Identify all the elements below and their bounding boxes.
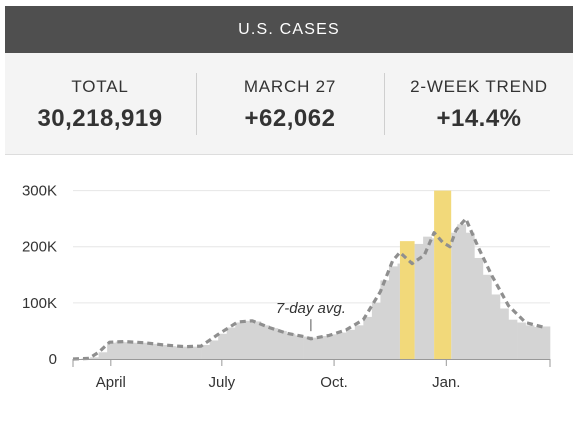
- bar: [312, 337, 321, 359]
- bar: [192, 346, 202, 359]
- bar: [517, 322, 526, 359]
- bar: [277, 330, 287, 359]
- stat-trend: 2-WEEK TREND +14.4%: [385, 53, 573, 154]
- bar: [491, 294, 501, 359]
- stat-total: TOTAL 30,218,919: [5, 53, 195, 154]
- bar: [209, 340, 219, 359]
- annotation-layer: 7-day avg.: [276, 300, 346, 332]
- stat-total-label: TOTAL: [71, 77, 129, 96]
- bar: [525, 325, 535, 359]
- bar: [252, 321, 262, 359]
- bar: [184, 346, 193, 359]
- bar: [363, 316, 373, 359]
- bar: [226, 327, 236, 359]
- bar: [474, 257, 484, 359]
- bar: [320, 335, 330, 359]
- bar: [166, 346, 176, 359]
- bars-layer: [81, 224, 551, 359]
- y-tick-label: 100K: [22, 295, 57, 312]
- bar: [465, 232, 475, 359]
- axis-layer: 0 100K 200K 300K April July Oct. Jan.: [22, 183, 551, 391]
- bar: [218, 333, 228, 359]
- bar: [354, 325, 364, 359]
- bar: [260, 325, 270, 359]
- bar: [346, 329, 356, 359]
- highlight-bar: [399, 241, 415, 359]
- stat-day-label: MARCH 27: [243, 77, 337, 96]
- highlight-bar: [434, 190, 452, 359]
- bar: [124, 342, 134, 359]
- card-title: U.S. CASES: [238, 20, 340, 38]
- bar: [243, 320, 253, 359]
- bar: [508, 319, 518, 359]
- bar: [388, 266, 398, 359]
- avg-layer: [72, 217, 544, 361]
- bar: [371, 302, 381, 359]
- bar: [295, 335, 304, 359]
- y-tick-label: 0: [49, 351, 57, 368]
- highlight-layer: [399, 190, 452, 359]
- bar: [423, 236, 432, 359]
- bar: [380, 280, 390, 359]
- annotation-label: 7-day avg.: [276, 300, 346, 317]
- bar: [337, 332, 347, 359]
- card-header: U.S. CASES: [5, 6, 573, 53]
- stat-trend-value: +14.4%: [436, 105, 522, 132]
- x-tick-label: Jan.: [432, 374, 460, 391]
- bar: [98, 352, 108, 359]
- stat-day: MARCH 27 +62,062: [197, 53, 383, 154]
- bar: [269, 328, 279, 359]
- bar: [158, 344, 168, 359]
- bar: [141, 342, 151, 359]
- stats-row: TOTAL 30,218,919 MARCH 27 +62,062 2-WEEK…: [5, 53, 573, 155]
- bar: [286, 333, 296, 359]
- bar: [303, 336, 313, 359]
- x-tick-label: Oct.: [320, 374, 348, 391]
- bar: [115, 341, 125, 359]
- bar: [457, 224, 467, 359]
- avg-line: [72, 217, 544, 361]
- chart-area: 0 100K 200K 300K April July Oct. Jan. 7-day avg…: [5, 155, 573, 420]
- stat-total-value: 30,218,919: [37, 105, 163, 132]
- bar: [451, 232, 458, 359]
- bar: [175, 346, 185, 359]
- stat-day-value: +62,062: [244, 105, 336, 132]
- bar: [431, 238, 435, 359]
- bar: [482, 274, 492, 359]
- bar: [107, 342, 116, 359]
- cases-chart: 0 100K 200K 300K April July Oct. Jan. 7-day avg…: [22, 183, 551, 391]
- bar: [542, 326, 551, 359]
- x-tick-label: July: [208, 374, 235, 391]
- bar: [132, 342, 142, 359]
- bar: [534, 327, 543, 359]
- y-tick-label: 300K: [22, 183, 57, 200]
- stat-divider: [196, 73, 197, 135]
- stat-divider: [384, 73, 385, 135]
- bar: [329, 334, 339, 359]
- x-tick-label: April: [96, 374, 126, 391]
- y-tick-label: 200K: [22, 239, 57, 256]
- bar: [414, 243, 424, 359]
- bar: [90, 357, 99, 359]
- bar: [201, 344, 210, 359]
- bar: [397, 263, 400, 359]
- bar: [235, 322, 245, 359]
- us-cases-card: U.S. CASES TOTAL 30,218,919 MARCH 27 +62…: [5, 6, 573, 420]
- bar: [499, 308, 509, 359]
- stat-trend-label: 2-WEEK TREND: [410, 77, 548, 96]
- bar: [149, 343, 159, 359]
